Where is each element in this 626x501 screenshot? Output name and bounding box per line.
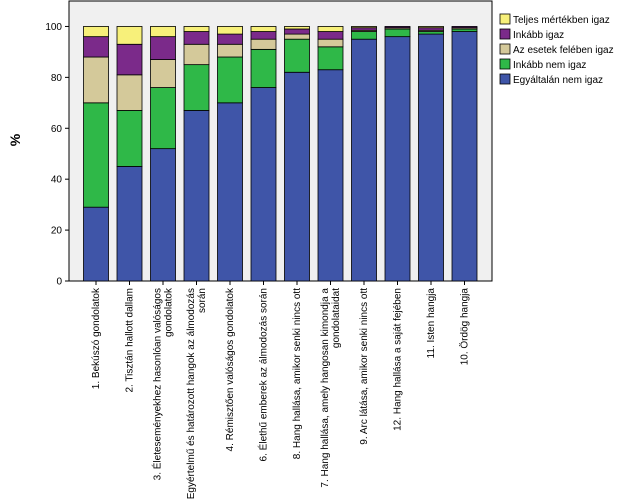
bar-segment-4-series-1 [183,110,210,282]
bar-segment-12-series-4 [451,26,478,29]
x-category-label: 4. Rémisztően valóságos gondolatok [225,287,236,451]
legend-label: Az esetek felében igaz [513,45,614,56]
y-tick-label: 0 [56,277,62,288]
bar-segment-3-series-2 [150,87,176,150]
bar-segment-7-series-5 [284,26,310,30]
bar-segment-7-series-4 [284,28,310,35]
legend-label: Teljes mértékben igaz [513,15,610,26]
bar-segment-8-series-1 [317,69,344,282]
legend: Teljes mértékben igaz Inkább igaz Az esete… [499,13,614,86]
legend-swatch [499,28,511,40]
legend-label: Inkább nem igaz [513,60,586,71]
bar-segment-8-series-4 [317,31,344,40]
bar-segment-4-series-4 [183,31,210,45]
bar-segment-5-series-1 [217,102,243,282]
x-category-label: 6. Élethű emberek az álmodozás során [257,288,270,461]
bar-segment-5-series-4 [217,33,243,45]
y-tick-label: 100 [45,22,62,33]
bar-segment-3-series-3 [150,59,176,88]
bar-segment-1-series-4 [83,36,109,58]
bar-segment-1-series-1 [83,206,109,282]
x-category-label: 12. Hang hallása a saját fejében [393,288,404,431]
bar-segment-7-series-3 [284,33,310,40]
x-category-label: 5. Egyértelmű és határozott hangok az ál… [186,288,208,501]
x-category-label: 9. Arc látása, amikor senki nincs ott [359,288,370,445]
bar-segment-6-series-5 [250,26,277,32]
bar-segment-9-series-1 [351,38,377,282]
bar-segment-1-series-3 [83,56,109,104]
bar-segment-5-series-3 [217,43,243,58]
y-tick-label: 40 [51,175,63,186]
bar-segment-2-series-4 [116,43,143,76]
bar-segment-9-series-5 [351,26,377,29]
y-tick-label: 80 [51,73,63,84]
bar-segment-2-series-5 [116,26,143,45]
x-category-label: 11. Isten hangja [426,288,437,359]
bar-segment-6-series-3 [250,38,277,50]
legend-label: Inkább igaz [513,30,564,41]
bars-group [83,26,478,282]
bar-segment-10-series-4 [384,26,411,29]
y-tick-label: 60 [51,124,63,135]
legend-label: Egyáltalán nem igaz [513,75,603,86]
bar-segment-2-series-1 [116,166,143,282]
bar-segment-7-series-2 [284,38,310,73]
bar-segment-10-series-1 [384,36,411,282]
bar-segment-3-series-5 [150,26,176,38]
y-axis-title: % [7,133,23,146]
legend-swatch [499,58,511,70]
x-axis: 1. Bekúszó gondolatok 2. Tisztán hallott … [91,281,471,501]
bar-segment-9-series-2 [351,31,377,40]
bar-segment-4-series-3 [183,43,210,66]
legend-swatch [499,43,511,55]
bar-segment-8-series-5 [317,26,344,32]
x-category-label: 3. Életeseményekhez hasonlóan valóságosg… [151,287,175,480]
bar-segment-8-series-2 [317,46,344,71]
bar-segment-6-series-4 [250,31,277,40]
bar-segment-1-series-5 [83,26,109,38]
bar-segment-5-series-2 [217,56,243,104]
x-category-label: 8. Hang hallása, amikor senki nincs ott [292,288,303,459]
bar-segment-4-series-5 [183,26,210,32]
bar-segment-2-series-3 [116,74,143,111]
legend-swatch [499,13,511,25]
x-category-label: 1. Bekúszó gondolatok [91,287,102,389]
bar-segment-7-series-1 [284,71,310,282]
x-category-label: 2. Tisztán hallott dallam [125,288,136,393]
bar-segment-5-series-5 [217,26,243,35]
x-category-label: 7. Hang hallása, amely hangosan kimondja… [320,288,342,488]
x-category-label: 10. Ördög hangja [459,288,471,366]
bar-segment-8-series-3 [317,38,344,48]
bar-segment-1-series-2 [83,102,109,208]
bar-segment-10-series-2 [384,28,411,38]
bar-segment-3-series-4 [150,36,176,60]
bar-segment-12-series-1 [451,31,478,282]
legend-swatch [499,73,511,85]
bar-segment-6-series-2 [250,48,277,88]
bar-segment-6-series-1 [250,87,277,282]
y-tick-label: 20 [51,226,63,237]
bar-segment-3-series-1 [150,148,176,282]
y-axis: 0 20 40 60 80 100 [45,22,69,288]
bar-segment-2-series-2 [116,110,143,167]
bar-segment-11-series-5 [418,26,444,29]
bar-segment-4-series-2 [183,64,210,111]
bar-segment-11-series-1 [418,33,444,282]
